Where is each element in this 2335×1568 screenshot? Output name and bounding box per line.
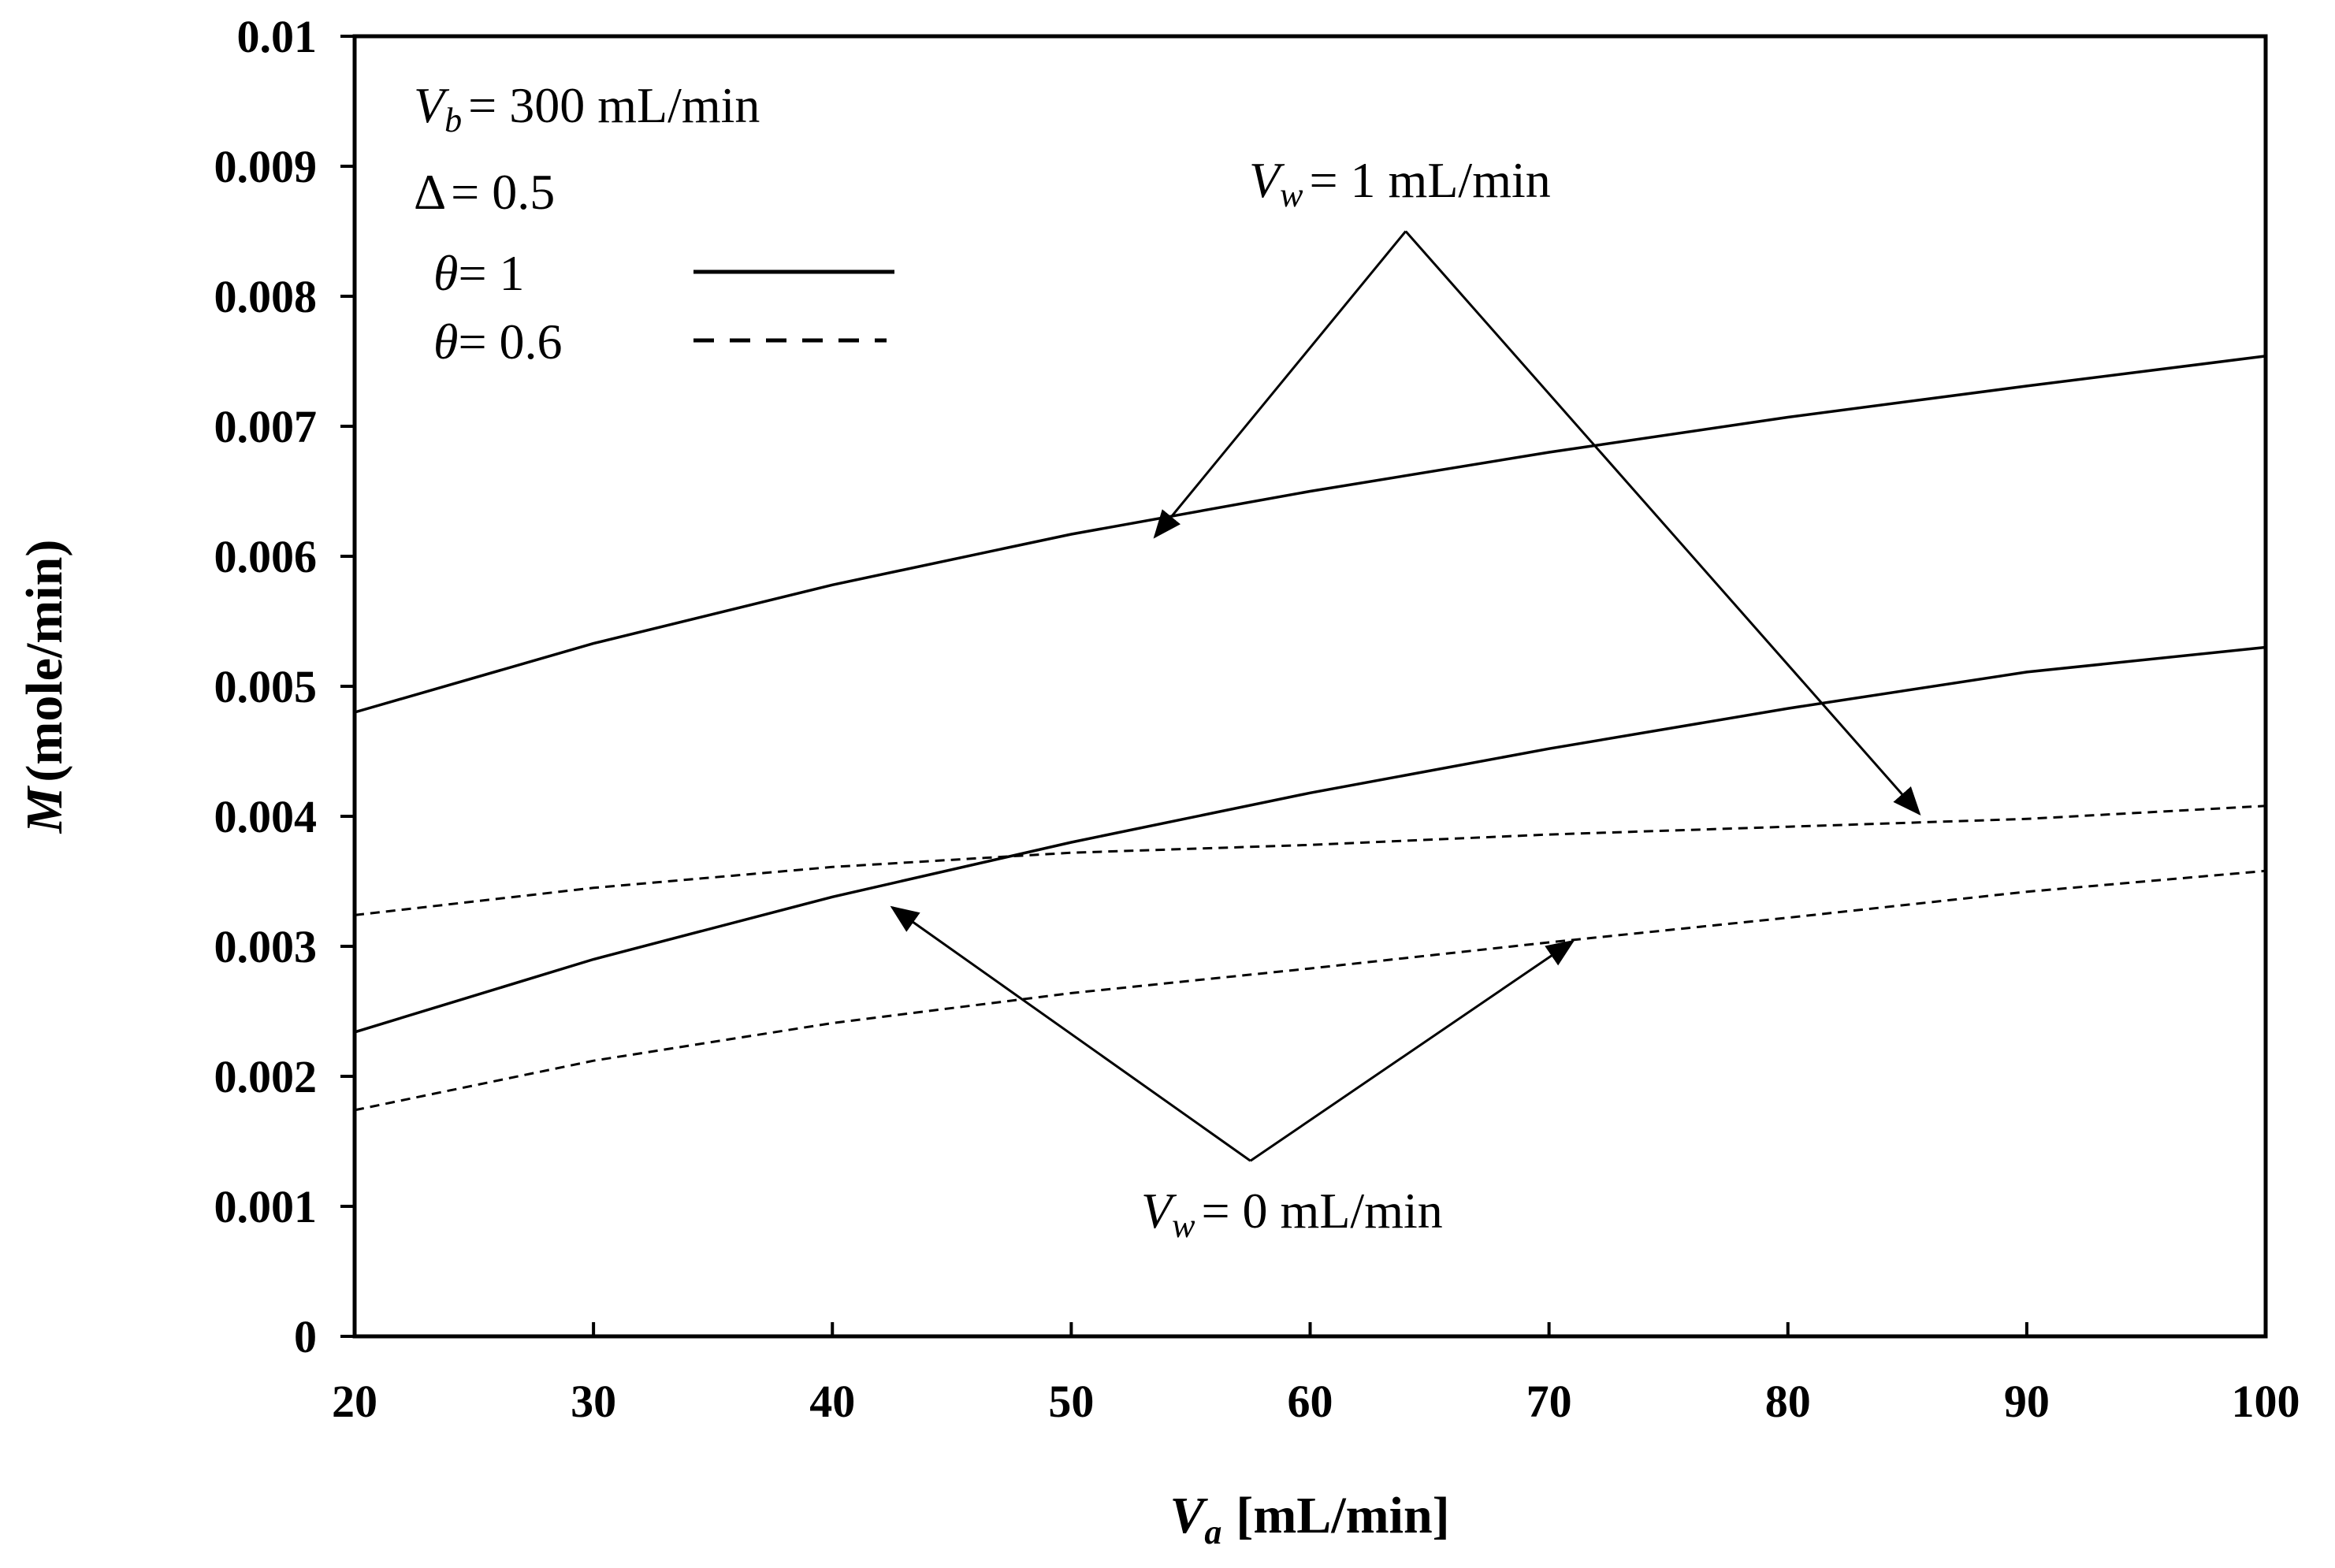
x-tick-label: 100 <box>2232 1376 2300 1427</box>
series-layer <box>354 355 2266 1112</box>
param-vb: Vb = 300 mL/min <box>414 77 760 139</box>
x-tick-label: 80 <box>1765 1376 1811 1427</box>
series-line-1 <box>354 355 2266 714</box>
annotation-arrow-2-1 <box>890 905 1251 1162</box>
x-axis-title: Va [mL/min] <box>1169 1487 1449 1551</box>
legend: θ= 1 θ= 0.6 <box>433 245 894 370</box>
y-tick-label: 0.009 <box>214 141 318 192</box>
y-axis-title: M(mole/min) <box>16 540 73 834</box>
x-tick-label: 50 <box>1048 1376 1094 1427</box>
legend-label-theta-1: θ= 1 <box>433 245 525 301</box>
x-tick-label: 30 <box>571 1376 616 1427</box>
y-tick-label: 0.006 <box>214 531 318 582</box>
annotation-arrow-1-2 <box>1404 230 1921 816</box>
x-tick-label: 90 <box>2004 1376 2050 1427</box>
series-line-4 <box>354 869 2266 1112</box>
series-line-3 <box>354 804 2266 916</box>
annotation-arrow-1-1 <box>1153 230 1407 539</box>
x-axis-ticks: 20 30 40 50 60 70 80 90 100 <box>332 1322 2300 1427</box>
annotation-label-vw-1: Vw = 1 mL/min <box>1249 152 1551 214</box>
x-tick-label: 40 <box>809 1376 855 1427</box>
y-tick-label: 0 <box>294 1311 317 1362</box>
legend-label-theta-0-6: θ= 0.6 <box>433 314 563 370</box>
y-tick-label: 0.002 <box>214 1051 318 1102</box>
y-tick-label: 0.001 <box>214 1181 318 1232</box>
y-axis-ticks: 0 0.001 0.002 0.003 0.004 0.005 0.006 0.007 0.00… <box>214 11 355 1362</box>
y-tick-label: 0.005 <box>214 661 318 712</box>
x-tick-label: 70 <box>1526 1376 1572 1427</box>
y-tick-label: 0.007 <box>214 401 318 452</box>
param-delta: Δ= 0.5 <box>414 164 555 220</box>
x-tick-label: 20 <box>332 1376 377 1427</box>
y-tick-label: 0.008 <box>214 271 318 322</box>
y-tick-label: 0.003 <box>214 921 318 972</box>
x-tick-label: 60 <box>1288 1376 1333 1427</box>
plot-frame <box>352 34 2268 1339</box>
annotation-arrows <box>890 230 1921 1162</box>
y-tick-label: 0.01 <box>237 11 318 62</box>
annotation-arrow-2-2 <box>1249 939 1575 1162</box>
series-line-2 <box>354 645 2266 1034</box>
annotation-label-vw-0: Vw = 0 mL/min <box>1141 1183 1443 1245</box>
y-tick-label: 0.004 <box>214 791 318 842</box>
